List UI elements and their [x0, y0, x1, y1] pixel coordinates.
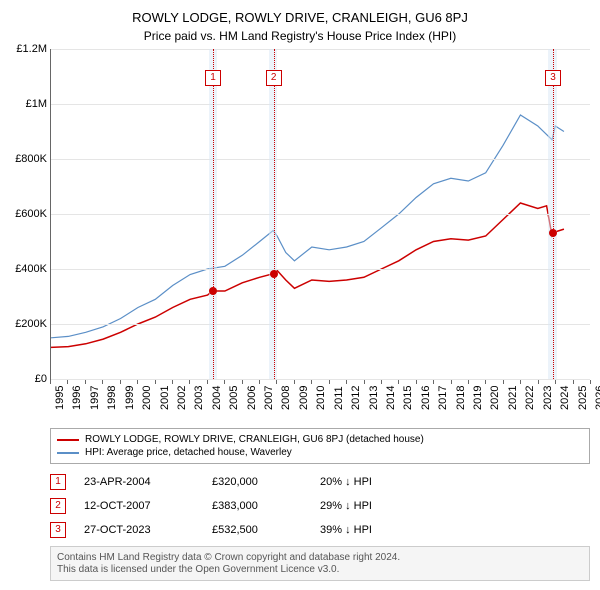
data-point: [549, 229, 557, 237]
x-tick-label: 2016: [420, 386, 432, 410]
x-tick-label: 2014: [385, 386, 397, 410]
legend-label: ROWLY LODGE, ROWLY DRIVE, CRANLEIGH, GU6…: [85, 434, 424, 445]
chart-container: ROWLY LODGE, ROWLY DRIVE, CRANLEIGH, GU6…: [0, 0, 600, 581]
x-tick-label: 2006: [246, 386, 258, 410]
x-tick-label: 2010: [315, 386, 327, 410]
chart-subtitle: Price paid vs. HM Land Registry's House …: [0, 25, 600, 49]
event-marker: 2: [50, 498, 66, 514]
event-row: 3 27-OCT-2023 £532,500 39% ↓ HPI: [50, 518, 590, 542]
event-diff: 29% ↓ HPI: [320, 500, 410, 512]
x-tick-label: 2020: [489, 386, 501, 410]
event-marker: 1: [50, 474, 66, 490]
event-price: £383,000: [212, 500, 302, 512]
y-tick-label: £1M: [3, 98, 47, 110]
event-marker-box: 3: [545, 70, 561, 86]
x-tick-label: 1995: [54, 386, 66, 410]
events-table: 1 23-APR-2004 £320,000 20% ↓ HPI 2 12-OCT-200…: [50, 470, 590, 542]
event-row: 2 12-OCT-2007 £383,000 29% ↓ HPI: [50, 494, 590, 518]
legend-item: HPI: Average price, detached house, Wave…: [57, 446, 583, 459]
x-tick-label: 2004: [211, 386, 223, 410]
legend: ROWLY LODGE, ROWLY DRIVE, CRANLEIGH, GU6…: [50, 428, 590, 464]
chart-title: ROWLY LODGE, ROWLY DRIVE, CRANLEIGH, GU6…: [0, 0, 600, 25]
event-price: £532,500: [212, 524, 302, 536]
x-tick-label: 2001: [159, 386, 171, 410]
x-tick-label: 2012: [350, 386, 362, 410]
gridline: [51, 104, 590, 105]
y-tick-label: £200K: [3, 318, 47, 330]
event-price: £320,000: [212, 476, 302, 488]
gridline: [51, 159, 590, 160]
legend-item: ROWLY LODGE, ROWLY DRIVE, CRANLEIGH, GU6…: [57, 433, 583, 446]
x-tick-label: 2019: [472, 386, 484, 410]
y-tick-label: £600K: [3, 208, 47, 220]
event-date: 23-APR-2004: [84, 476, 194, 488]
x-tick-label: 2023: [542, 386, 554, 410]
event-date: 12-OCT-2007: [84, 500, 194, 512]
footer-note: Contains HM Land Registry data © Crown c…: [50, 546, 590, 581]
gridline: [51, 269, 590, 270]
event-row: 1 23-APR-2004 £320,000 20% ↓ HPI: [50, 470, 590, 494]
event-date: 27-OCT-2023: [84, 524, 194, 536]
event-diff: 20% ↓ HPI: [320, 476, 410, 488]
data-point: [209, 287, 217, 295]
gridline: [51, 324, 590, 325]
event-vline: [274, 49, 275, 379]
x-tick-label: 2022: [524, 386, 536, 410]
event-marker-box: 2: [266, 70, 282, 86]
x-tick-label: 2025: [577, 386, 589, 410]
legend-label: HPI: Average price, detached house, Wave…: [85, 447, 292, 458]
x-tick-label: 2005: [228, 386, 240, 410]
x-tick-label: 1997: [89, 386, 101, 410]
series-line: [51, 115, 564, 338]
x-tick-label: 2015: [402, 386, 414, 410]
data-point: [270, 270, 278, 278]
plot-area: £0£200K£400K£600K£800K£1M£1.2M123: [50, 49, 590, 380]
x-tick-label: 2000: [141, 386, 153, 410]
x-tick-label: 1996: [71, 386, 83, 410]
event-marker-box: 1: [205, 70, 221, 86]
y-tick-label: £0: [3, 373, 47, 385]
gridline: [51, 49, 590, 50]
x-tick-label: 2024: [559, 386, 571, 410]
y-tick-label: £400K: [3, 263, 47, 275]
y-tick-label: £800K: [3, 153, 47, 165]
x-tick-label: 1998: [106, 386, 118, 410]
footer-line-2: This data is licensed under the Open Gov…: [57, 564, 583, 575]
x-tick-label: 2017: [437, 386, 449, 410]
footer-line-1: Contains HM Land Registry data © Crown c…: [57, 552, 583, 563]
x-tick-label: 2009: [298, 386, 310, 410]
x-tick-label: 2002: [176, 386, 188, 410]
event-diff: 39% ↓ HPI: [320, 524, 410, 536]
x-tick-label: 2021: [507, 386, 519, 410]
x-axis-labels: 1995 1996 1997 1998 1999 2000 2001 2002 2003 2004…: [50, 380, 590, 420]
x-tick-label: 2003: [193, 386, 205, 410]
x-tick-label: 2007: [263, 386, 275, 410]
legend-swatch: [57, 452, 79, 454]
gridline: [51, 214, 590, 215]
x-tick-label: 2018: [455, 386, 467, 410]
x-tick-label: 1999: [124, 386, 136, 410]
event-vline: [553, 49, 554, 379]
series-line: [51, 203, 564, 347]
event-marker: 3: [50, 522, 66, 538]
x-tick-label: 2011: [333, 386, 345, 410]
legend-swatch: [57, 439, 79, 441]
x-tick-label: 2026: [594, 386, 600, 410]
y-tick-label: £1.2M: [3, 43, 47, 55]
x-tick-label: 2013: [368, 386, 380, 410]
x-tick-label: 2008: [280, 386, 292, 410]
event-vline: [213, 49, 214, 379]
